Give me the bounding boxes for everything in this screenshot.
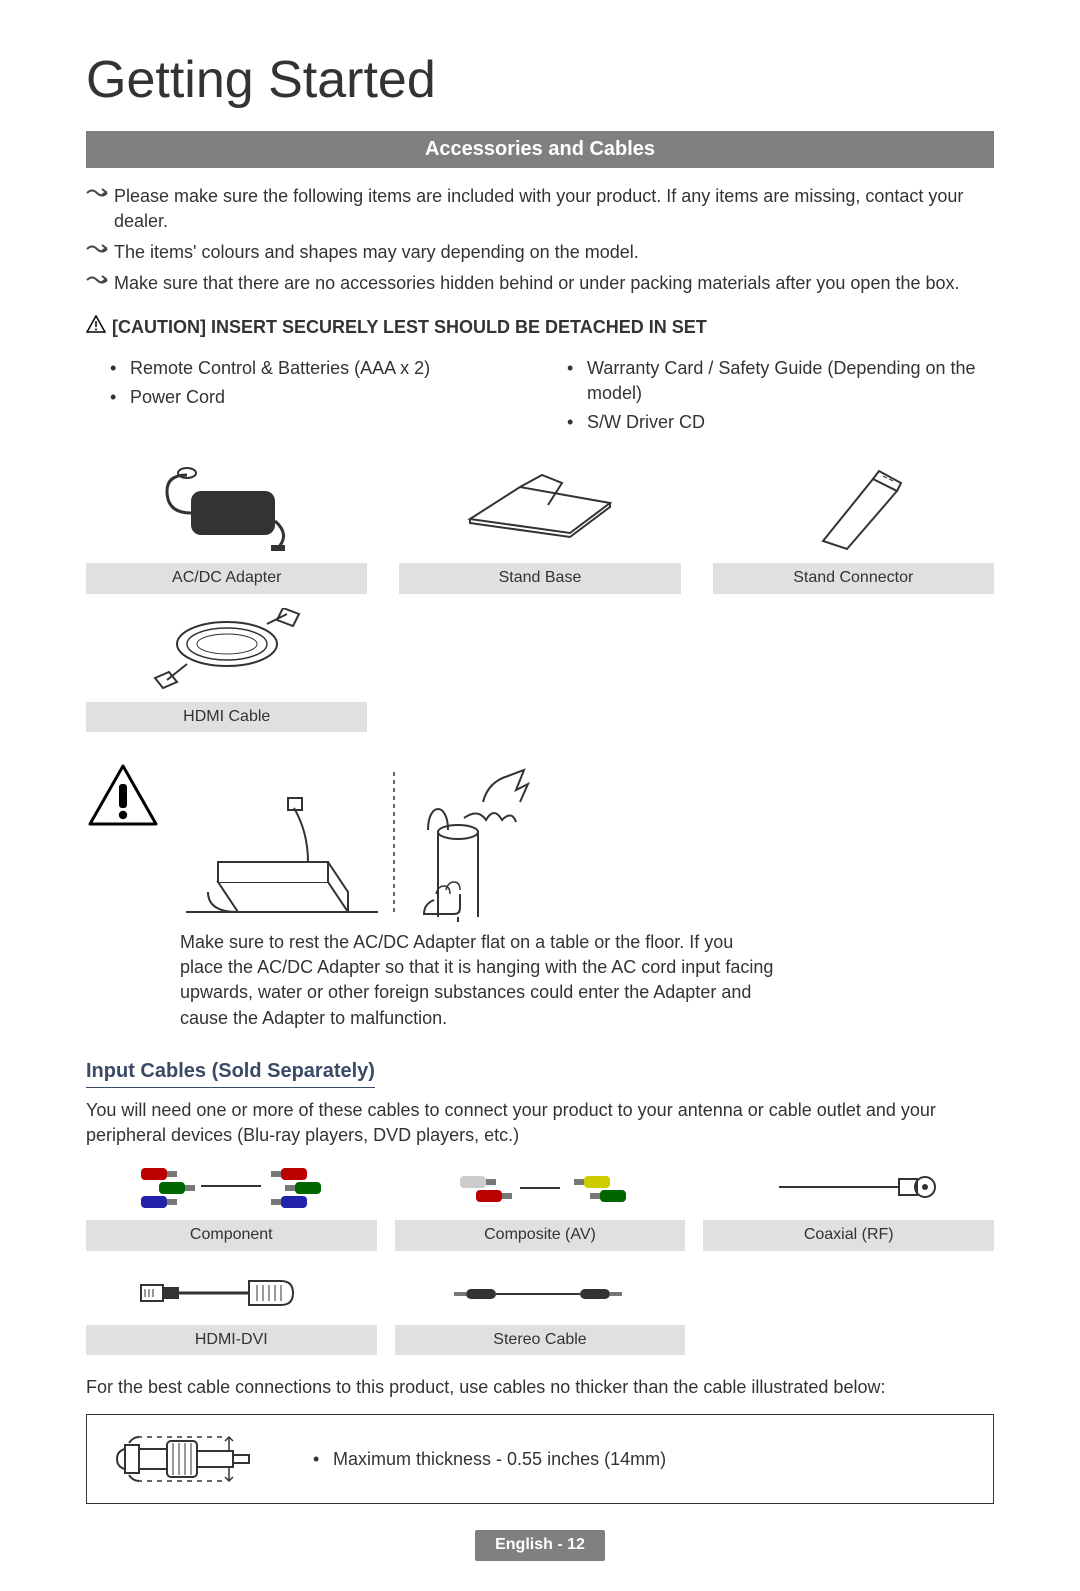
included-items-columns: Remote Control & Batteries (AAA x 2) Pow… bbox=[104, 352, 994, 440]
list-item: Remote Control & Batteries (AAA x 2) bbox=[104, 356, 537, 381]
stand-base-illustration bbox=[450, 461, 630, 553]
cable-label: Composite (AV) bbox=[395, 1220, 686, 1250]
accessory-stand-connector: Stand Connector bbox=[713, 461, 994, 593]
cable-component: Component bbox=[86, 1160, 377, 1250]
accessory-label: AC/DC Adapter bbox=[86, 563, 367, 593]
accessory-label: Stand Base bbox=[399, 563, 680, 593]
input-cables-grid: Component Composite (AV) bbox=[86, 1154, 994, 1355]
adapter-usage-illustration bbox=[178, 762, 598, 922]
cable-label: Component bbox=[86, 1220, 377, 1250]
list-item: Power Cord bbox=[104, 385, 537, 410]
note-icon bbox=[86, 240, 108, 265]
caution-text: [CAUTION] INSERT SECURELY LEST SHOULD BE… bbox=[112, 315, 707, 340]
accessory-adapter: AC/DC Adapter bbox=[86, 461, 367, 593]
cable-thickness-illustration bbox=[107, 1429, 277, 1489]
accessories-grid: AC/DC Adapter Stand Base Stand Connector bbox=[86, 461, 994, 732]
list-item: S/W Driver CD bbox=[561, 410, 994, 435]
list-item: Warranty Card / Safety Guide (Depending … bbox=[561, 356, 994, 406]
accessory-label: Stand Connector bbox=[713, 563, 994, 593]
note-line: The items' colours and shapes may vary d… bbox=[86, 240, 994, 265]
accessory-label: HDMI Cable bbox=[86, 702, 367, 732]
accessory-hdmi-cable: HDMI Cable bbox=[86, 608, 367, 732]
note-line: Make sure that there are no accessories … bbox=[86, 271, 994, 296]
section-heading-bar: Accessories and Cables bbox=[86, 131, 994, 168]
page-title: Getting Started bbox=[86, 44, 994, 117]
thickness-intro-text: For the best cable connections to this p… bbox=[86, 1375, 994, 1400]
note-icon bbox=[86, 184, 108, 209]
cable-label: Stereo Cable bbox=[395, 1325, 686, 1355]
note-line: Please make sure the following items are… bbox=[86, 184, 994, 234]
cable-label: Coaxial (RF) bbox=[703, 1220, 994, 1250]
note-text: Make sure that there are no accessories … bbox=[114, 271, 960, 296]
footer-page-label: English - 12 bbox=[475, 1530, 605, 1560]
thickness-bullet: Maximum thickness - 0.55 inches (14mm) bbox=[307, 1447, 973, 1472]
hdmi-cable-illustration bbox=[147, 608, 307, 692]
note-text: The items' colours and shapes may vary d… bbox=[114, 240, 639, 265]
note-icon bbox=[86, 271, 108, 296]
adapter-warning-row bbox=[86, 762, 994, 922]
page-footer: English - 12 bbox=[86, 1530, 994, 1560]
input-cables-heading: Input Cables (Sold Separately) bbox=[86, 1057, 375, 1088]
adapter-illustration bbox=[157, 461, 297, 553]
cable-coaxial: Coaxial (RF) bbox=[703, 1160, 994, 1250]
large-warning-triangle-icon bbox=[86, 762, 160, 835]
warning-triangle-icon bbox=[86, 315, 106, 340]
adapter-warning-text: Make sure to rest the AC/DC Adapter flat… bbox=[180, 930, 780, 1031]
cable-label: HDMI-DVI bbox=[86, 1325, 377, 1355]
accessory-stand-base: Stand Base bbox=[399, 461, 680, 593]
cable-stereo: Stereo Cable bbox=[395, 1269, 686, 1355]
input-cables-intro-text: You will need one or more of these cable… bbox=[86, 1098, 994, 1148]
caution-line: [CAUTION] INSERT SECURELY LEST SHOULD BE… bbox=[86, 315, 994, 340]
note-text: Please make sure the following items are… bbox=[114, 184, 994, 234]
thickness-box: Maximum thickness - 0.55 inches (14mm) bbox=[86, 1414, 994, 1504]
stand-connector-illustration bbox=[793, 461, 913, 553]
cable-composite: Composite (AV) bbox=[395, 1160, 686, 1250]
cable-hdmi-dvi: HDMI-DVI bbox=[86, 1269, 377, 1355]
